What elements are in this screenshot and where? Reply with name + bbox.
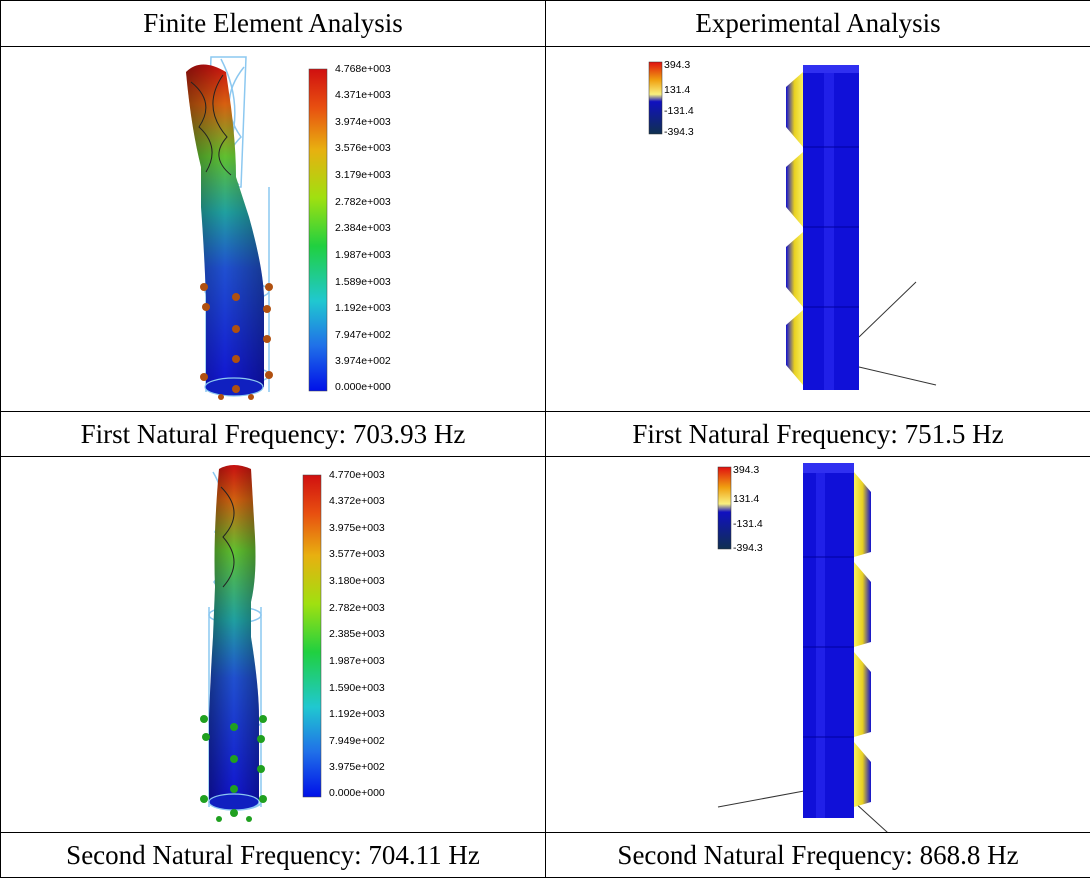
fea-scale-label: 3.180e+003 (329, 575, 385, 587)
fea-scale-label: 1.987e+003 (329, 655, 385, 667)
exp-scale-label: 131.4 (664, 84, 690, 96)
fea-scale-label: 2.384e+003 (335, 222, 391, 234)
fea-scale-label: 1.590e+003 (329, 682, 385, 694)
exp-plot-first: 394.3 131.4 -131.4 -394.3 (546, 47, 1090, 411)
fea-image-second: 4.770e+003 4.372e+003 3.975e+003 3.577e+… (1, 457, 546, 833)
exp-scale-label: 394.3 (733, 464, 759, 476)
fea-scale-label: 7.949e+002 (329, 735, 385, 747)
exp-scale-bar (649, 62, 662, 134)
exp-scale-label: 394.3 (664, 59, 690, 71)
fea-scale-label: 4.372e+003 (329, 495, 385, 507)
fea-scale-labels-first: 4.768e+003 4.371e+003 3.974e+003 3.576e+… (335, 63, 391, 393)
fea-scale-label: 4.770e+003 (329, 469, 385, 481)
fea-caption-first: First Natural Frequency: 703.93 Hz (1, 412, 546, 457)
fea-scale-label: 2.385e+003 (329, 628, 385, 640)
fea-scale-label: 1.192e+003 (329, 708, 385, 720)
exp-scale-bar-2 (718, 467, 731, 549)
exp-plot-second: 394.3 131.4 -131.4 -394.3 (546, 457, 1090, 832)
fea-scale-label: 4.371e+003 (335, 89, 391, 101)
fea-scale-bar-2 (303, 475, 321, 797)
caption-row-second: Second Natural Frequency: 704.11 Hz Seco… (1, 833, 1090, 878)
fea-scale-label: 4.768e+003 (335, 63, 391, 75)
exp-caption-second: Second Natural Frequency: 868.8 Hz (546, 833, 1090, 878)
fea-scale-bar (309, 69, 327, 391)
fea-scale-label: 1.987e+003 (335, 249, 391, 261)
exp-scale-label: -131.4 (733, 518, 763, 530)
header-row: Finite Element Analysis Experimental Ana… (1, 1, 1090, 47)
exp-image-first: 394.3 131.4 -131.4 -394.3 (546, 47, 1090, 412)
header-fea: Finite Element Analysis (1, 1, 546, 47)
fea-plot-second: 4.770e+003 4.372e+003 3.975e+003 3.577e+… (1, 457, 546, 832)
fea-scale-label: 0.000e+000 (329, 787, 385, 799)
fea-scale-label: 3.974e+002 (335, 355, 391, 367)
fea-scale-label: 3.975e+003 (329, 522, 385, 534)
exp-bar-body (786, 65, 859, 390)
fea-caption-second: Second Natural Frequency: 704.11 Hz (1, 833, 546, 878)
fea-scale-label: 1.192e+003 (335, 302, 391, 314)
exp-scale-label: -394.3 (664, 126, 694, 138)
caption-row-first: First Natural Frequency: 703.93 Hz First… (1, 412, 1090, 457)
fea-scale-label: 0.000e+000 (335, 381, 391, 393)
fea-scale-label: 3.974e+003 (335, 116, 391, 128)
fea-scale-label: 2.782e+003 (329, 602, 385, 614)
fea-plot-first: 4.768e+003 4.371e+003 3.974e+003 3.576e+… (1, 47, 546, 411)
header-experimental: Experimental Analysis (546, 1, 1090, 47)
fea-scale-label: 3.576e+003 (335, 142, 391, 154)
fea-scale-label: 3.577e+003 (329, 548, 385, 560)
fea-scale-label: 1.589e+003 (335, 276, 391, 288)
exp-bar-body-2 (803, 463, 871, 818)
fea-scale-label: 7.947e+002 (335, 329, 391, 341)
fea-image-first: 4.768e+003 4.371e+003 3.974e+003 3.576e+… (1, 47, 546, 412)
exp-scale-label: 131.4 (733, 493, 759, 505)
deformed-body (186, 65, 264, 397)
image-row-second: 4.770e+003 4.372e+003 3.975e+003 3.577e+… (1, 457, 1090, 833)
exp-caption-first: First Natural Frequency: 751.5 Hz (546, 412, 1090, 457)
fea-scale-label: 3.975e+002 (329, 761, 385, 773)
fea-scale-label: 2.782e+003 (335, 196, 391, 208)
image-row-first: 4.768e+003 4.371e+003 3.974e+003 3.576e+… (1, 47, 1090, 412)
exp-scale-label: -131.4 (664, 105, 694, 117)
fea-scale-label: 3.179e+003 (335, 169, 391, 181)
exp-scale-label: -394.3 (733, 542, 763, 554)
fea-scale-labels-second: 4.770e+003 4.372e+003 3.975e+003 3.577e+… (329, 469, 385, 799)
exp-image-second: 394.3 131.4 -131.4 -394.3 (546, 457, 1090, 833)
